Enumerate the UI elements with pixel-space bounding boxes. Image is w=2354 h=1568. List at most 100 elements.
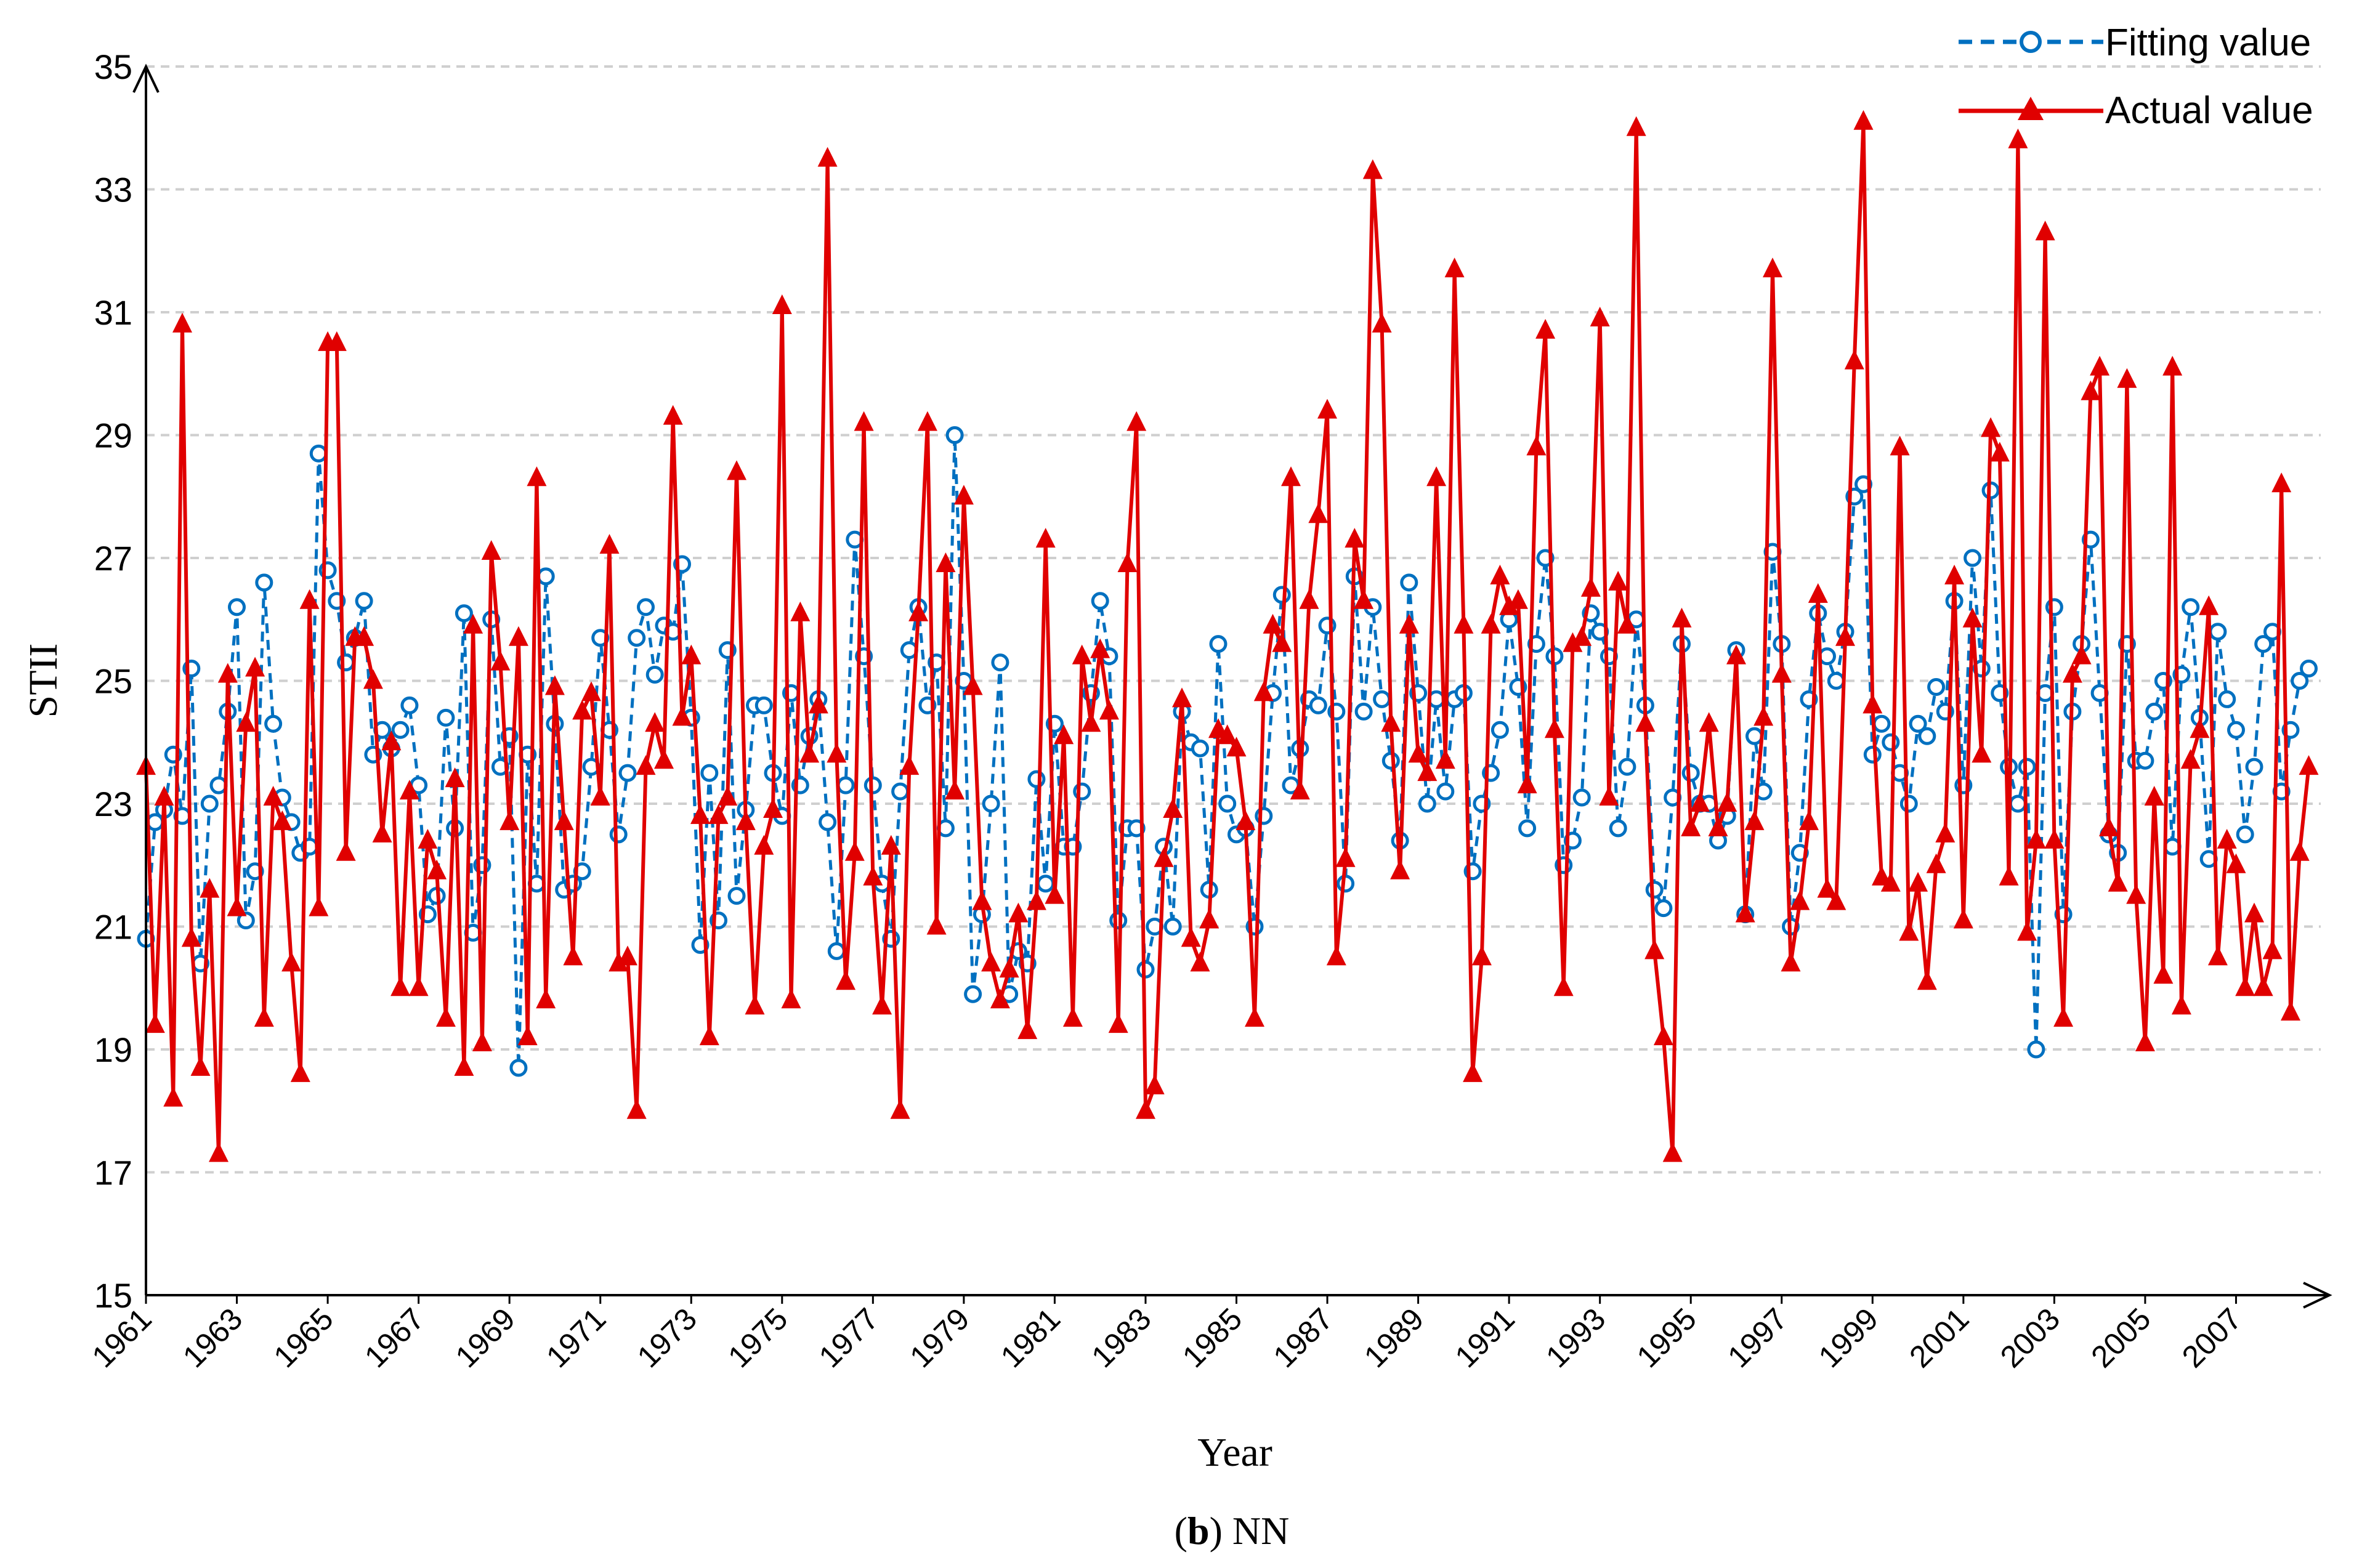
actual-value-point — [963, 675, 983, 695]
actual-value-point — [890, 1099, 910, 1119]
actual-value-point — [2199, 595, 2219, 615]
x-tick-label: 1963 — [176, 1301, 249, 1374]
actual-value-point — [1390, 859, 1410, 879]
fitting-value-point — [455, 604, 473, 623]
actual-value-point — [1354, 589, 1374, 609]
fitting-value-point — [827, 942, 846, 960]
actual-value-point — [1744, 810, 1765, 830]
actual-value-point — [1399, 613, 1419, 634]
fitting-value-point — [1618, 758, 1636, 776]
actual-value-point — [735, 810, 756, 830]
actual-value-point — [1026, 890, 1046, 910]
actual-value-point — [309, 896, 329, 916]
actual-value-point — [636, 755, 656, 775]
actual-value-point — [1272, 632, 1292, 652]
actual-value-point — [326, 331, 347, 351]
actual-value-point — [1999, 865, 2019, 886]
fitting-value-point — [1209, 635, 1228, 653]
fitting-value-point — [645, 666, 664, 684]
fitting-value-point — [200, 794, 219, 813]
actual-value-point — [754, 835, 774, 855]
actual-value-point — [1408, 743, 1428, 763]
actual-value-point — [281, 952, 302, 972]
fitting-value-point — [727, 887, 746, 905]
caption-open: ( — [1175, 1509, 1187, 1553]
fitting-value-point — [1827, 672, 1845, 690]
x-tick-label: 2003 — [1994, 1301, 2066, 1374]
y-tick-label: 35 — [94, 47, 132, 86]
actual-value-point — [1853, 110, 1874, 130]
actual-value-point — [2035, 220, 2055, 241]
actual-value-point — [463, 613, 483, 634]
actual-value-point — [1236, 810, 1256, 830]
fitting-value-point — [945, 426, 964, 444]
actual-value-point — [1617, 613, 1637, 634]
actual-value-point — [2262, 939, 2283, 960]
actual-value-point — [999, 958, 1019, 978]
x-tick-label: 2001 — [1903, 1301, 1975, 1374]
fitting-value-point — [1872, 714, 1891, 733]
actual-value-point — [1944, 564, 1965, 584]
fitting-value-point — [2182, 598, 2200, 616]
actual-value-point — [200, 878, 220, 898]
actual-value-point — [2081, 380, 2101, 400]
actual-value-point — [2008, 128, 2028, 148]
fitting-value-point — [1882, 733, 1900, 751]
actual-value-point — [263, 786, 283, 806]
fitting-value-point — [237, 911, 255, 929]
x-tick-label: 1999 — [1812, 1301, 1885, 1374]
fitting-value-point — [2254, 635, 2273, 653]
actual-value-point — [1835, 626, 1855, 646]
actual-value-point — [1981, 417, 2001, 437]
actual-value-point — [618, 945, 637, 966]
actual-value-point — [1317, 398, 1337, 419]
actual-value-point — [590, 786, 610, 806]
actual-value-point — [836, 970, 856, 990]
actual-value-point — [1499, 595, 1519, 615]
actual-value-point — [1672, 607, 1692, 628]
actual-value-point — [1035, 528, 1056, 548]
fitting-value-point — [1436, 782, 1455, 801]
legend-fitting-marker — [2020, 31, 2042, 53]
y-axis-arrow — [132, 63, 160, 93]
actual-value-point — [599, 534, 620, 554]
actual-value-point — [781, 988, 801, 1009]
y-axis-title: STII — [21, 644, 66, 718]
fitting-value-point — [255, 573, 273, 592]
x-tick-label: 1981 — [994, 1301, 1067, 1374]
fitting-value-point — [1272, 586, 1291, 604]
fitting-value-point — [2291, 672, 2309, 690]
actual-value-point — [536, 988, 556, 1009]
x-tick-label: 1979 — [903, 1301, 976, 1374]
actual-value-point — [1008, 902, 1029, 923]
fitting-value-point — [400, 696, 419, 714]
actual-value-point — [1517, 774, 1537, 794]
y-tick-label: 33 — [94, 171, 132, 209]
actual-value-point — [827, 743, 847, 763]
actual-value-point — [1526, 435, 1547, 456]
actual-value-point — [1535, 318, 1556, 339]
caption-letter: b — [1187, 1509, 1210, 1553]
actual-value-point — [863, 865, 883, 886]
actual-value-point — [1690, 792, 1710, 812]
actual-value-point — [227, 896, 247, 916]
actual-value-point — [881, 835, 901, 855]
actual-value-point — [2071, 644, 2092, 665]
x-tick-label: 1977 — [812, 1301, 885, 1374]
actual-value-point — [2098, 816, 2119, 836]
actual-value-point — [1099, 700, 1119, 720]
actual-value-point — [1481, 613, 1501, 634]
actual-value-point — [1426, 466, 1447, 487]
actual-value-point — [1799, 810, 1819, 830]
fitting-value-point — [891, 782, 910, 801]
actual-value-point — [399, 780, 419, 800]
fitting-value-point — [2236, 825, 2254, 844]
x-tick-label: 1993 — [1539, 1301, 1612, 1374]
actual-value-point — [2226, 853, 2246, 873]
actual-value-point — [2244, 902, 2264, 923]
actual-value-point — [1081, 712, 1101, 732]
actual-value-point — [1444, 257, 1465, 278]
fitting-value-point — [1645, 881, 1664, 899]
actual-value-point — [1435, 749, 1455, 769]
actual-value-point — [2299, 755, 2319, 775]
